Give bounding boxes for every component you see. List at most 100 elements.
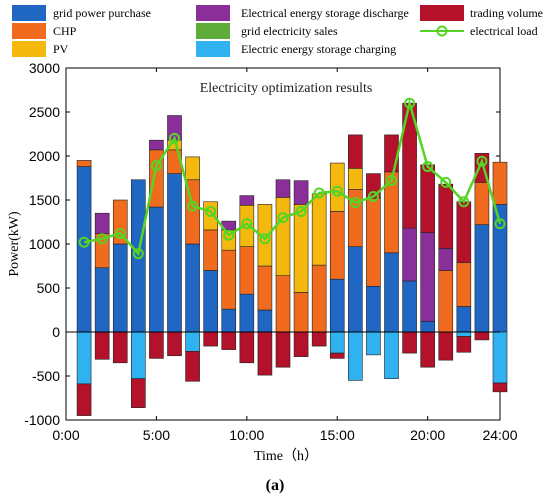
bar-grid-power-purchase-7: [185, 243, 200, 333]
legend-label-grid-power-purchase: grid power purchase: [53, 6, 151, 20]
bar-chp-13: [293, 292, 309, 333]
legend-label-electrical-load: electrical load: [470, 24, 538, 38]
electrical-load-point-18: [386, 175, 397, 187]
bar-chp-14: [311, 264, 327, 333]
bar-electric-energy-storage-charging-1: [76, 331, 92, 385]
electrical-load-point-19: [404, 97, 416, 109]
legend-swatch-trading-volume: [420, 5, 464, 21]
bar-trading-volume-24: [492, 382, 508, 393]
x-tick-label-3: 15:00: [320, 427, 355, 443]
bar-pv-7: [185, 156, 200, 181]
electrical-load-point-4: [132, 248, 144, 260]
bar-trading-volume-21: [438, 183, 454, 249]
electrical-load-point-11: [259, 233, 271, 245]
bar-grid-power-purchase-3: [112, 243, 128, 333]
bar-electrical-energy-storage-discharge-21: [438, 248, 454, 271]
chart-title: Electricity optimization results: [200, 81, 373, 96]
bar-grid-power-purchase-2: [94, 267, 110, 333]
bar-electric-energy-storage-charging-16: [348, 331, 363, 381]
bar-chp-23: [474, 182, 490, 225]
bar-electric-energy-storage-charging-7: [185, 331, 200, 352]
bar-trading-volume-13: [293, 331, 309, 357]
legend-swatch-storage-charging: [196, 41, 230, 57]
bar-grid-power-purchase-1: [76, 166, 92, 333]
bar-grid-power-purchase-9: [221, 308, 237, 333]
bar-grid-power-purchase-15: [329, 278, 345, 333]
bar-chp-1: [76, 160, 92, 167]
y-tick-label-1: -500: [32, 368, 60, 384]
bar-electrical-energy-storage-discharge-10: [239, 195, 255, 206]
bar-electrical-energy-storage-discharge-19: [402, 227, 417, 282]
x-tick-label-5: 24:00: [482, 427, 517, 443]
legend-swatch-pv: [12, 41, 46, 57]
electrical-load-point-1: [78, 236, 90, 248]
electrical-load-point-7: [187, 200, 199, 212]
y-tick-label-6: 2000: [29, 148, 60, 164]
y-tick-label-0: -1000: [24, 412, 60, 428]
bar-electrical-energy-storage-discharge-13: [293, 180, 309, 205]
bar-electric-energy-storage-charging-4: [131, 331, 146, 379]
bar-trading-volume-3: [112, 331, 128, 364]
figure-caption: (a): [266, 477, 285, 494]
bar-chp-8: [203, 229, 218, 271]
bar-trading-volume-19: [402, 331, 417, 354]
bar-trading-volume-11: [257, 331, 273, 376]
electrical-load-point-6: [169, 132, 180, 144]
y-tick-label-7: 2500: [29, 104, 60, 120]
bar-pv-13: [293, 204, 309, 293]
electrical-load-point-13: [295, 205, 307, 217]
bar-electrical-energy-storage-discharge-20: [420, 232, 435, 322]
legend-label-trading-volume: trading volume: [470, 6, 543, 20]
electrical-load-point-17: [367, 190, 379, 202]
bar-electric-energy-storage-charging-22: [456, 331, 472, 337]
bar-trading-volume-21: [438, 331, 454, 361]
y-tick-label-4: 1000: [29, 236, 60, 252]
bar-grid-power-purchase-16: [348, 246, 363, 333]
bar-trading-volume-22: [456, 201, 472, 263]
electrical-load-point-12: [277, 212, 289, 224]
bar-electrical-energy-storage-discharge-12: [275, 179, 291, 198]
legend-label-storage-discharge: Electrical energy storage discharge: [241, 6, 409, 20]
bar-grid-power-purchase-22: [456, 306, 472, 333]
x-tick-label-1: 5:00: [143, 427, 170, 443]
bar-chp-22: [456, 262, 472, 307]
bar-chp-24: [492, 161, 508, 205]
bar-trading-volume-16: [348, 134, 363, 169]
bar-chp-15: [329, 211, 345, 280]
legend-swatch-grid-power-purchase: [12, 5, 46, 21]
bar-trading-volume-12: [275, 331, 291, 368]
electrical-load-point-20: [422, 161, 434, 173]
legend-swatch-grid-electricity-sales: [196, 23, 230, 39]
bar-trading-volume-5: [149, 331, 164, 359]
bar-trading-volume-23: [474, 331, 490, 341]
electrical-load-point-9: [223, 229, 235, 241]
y-tick-label-3: 500: [37, 280, 61, 296]
x-axis-label: Time（h）: [254, 448, 318, 464]
electrical-load-point-14: [313, 187, 325, 199]
bar-trading-volume-2: [94, 331, 110, 360]
bar-grid-power-purchase-10: [239, 293, 255, 333]
bar-trading-volume-10: [239, 331, 255, 364]
electrical-load-point-16: [349, 197, 361, 209]
bar-chp-10: [239, 246, 255, 295]
legend-label-storage-charging: Electric energy storage charging: [241, 42, 396, 56]
legend-swatch-storage-discharge: [196, 5, 230, 21]
bar-chp-12: [275, 275, 291, 333]
electrical-load-point-5: [150, 160, 162, 172]
bar-grid-power-purchase-11: [257, 309, 273, 333]
bar-grid-power-purchase-6: [167, 173, 182, 333]
x-tick-label-0: 0:00: [52, 427, 79, 443]
bars: [76, 102, 508, 416]
axis-ticks: -1000 -500 0 500 1000 1500 2000 2500 3000 0:00 5:0…: [24, 60, 518, 443]
electrical-load-point-21: [440, 176, 452, 188]
bar-pv-12: [275, 197, 291, 276]
bar-electric-energy-storage-charging-24: [492, 331, 508, 384]
bar-chp-9: [221, 249, 237, 310]
electrical-load-point-3: [114, 227, 126, 239]
bar-trading-volume-14: [311, 331, 327, 347]
y-tick-label-5: 1500: [29, 192, 60, 208]
bar-trading-volume-8: [203, 331, 218, 347]
electrical-load-point-23: [476, 155, 488, 167]
y-tick-label-2: 0: [52, 324, 60, 340]
